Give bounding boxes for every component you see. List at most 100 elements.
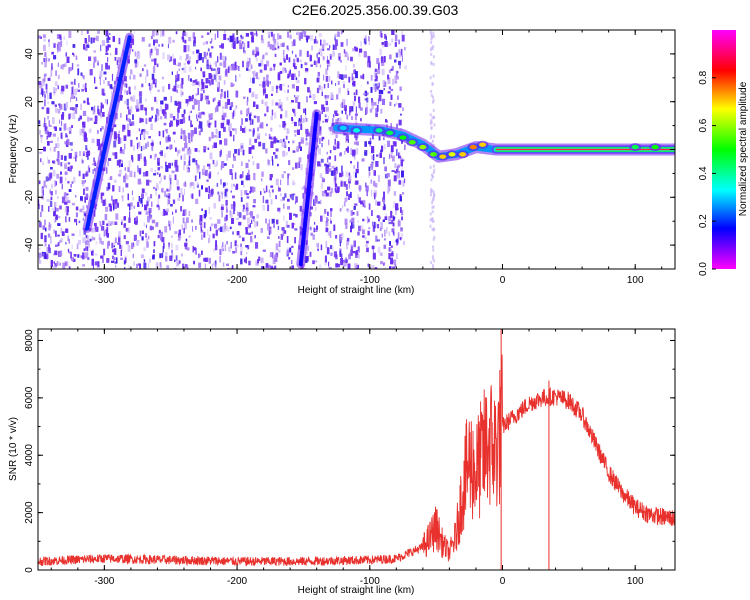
noise-cell — [101, 64, 103, 71]
noise-cell — [309, 55, 312, 62]
noise-cell — [356, 147, 359, 155]
noise-cell — [294, 121, 297, 127]
noise-cell — [310, 64, 313, 67]
noise-cell — [306, 142, 309, 145]
noise-cell — [150, 123, 153, 130]
noise-cell — [295, 77, 299, 84]
noise-cell — [348, 183, 350, 189]
noise-cell — [333, 224, 336, 231]
noise-cell — [390, 43, 392, 46]
noise-cell — [124, 167, 126, 171]
noise-cell — [195, 79, 198, 85]
noise-cell — [368, 61, 371, 68]
noise-cell — [234, 108, 236, 116]
noise-cell — [102, 220, 105, 225]
noise-cell — [267, 31, 271, 35]
noise-cell — [357, 250, 360, 258]
noise-cell — [150, 142, 154, 146]
noise-cell — [394, 34, 398, 42]
noise-cell — [188, 149, 192, 155]
noise-cell — [87, 241, 90, 248]
noise-cell — [261, 178, 263, 182]
noise-cell — [93, 157, 95, 163]
noise-cell — [387, 77, 391, 84]
noise-cell — [106, 227, 109, 234]
noise-cell — [172, 39, 175, 43]
noise-cell — [70, 257, 74, 261]
noise-cell — [146, 238, 148, 243]
noise-cell — [101, 88, 105, 96]
noise-cell — [112, 152, 115, 156]
noise-cell — [283, 58, 286, 63]
noise-cell — [81, 128, 85, 134]
noise-cell — [128, 86, 131, 94]
noise-cell — [162, 109, 164, 115]
noise-cell — [391, 38, 394, 43]
noise-cell — [275, 252, 279, 258]
noise-cell — [192, 51, 195, 55]
noise-cell — [346, 134, 349, 141]
noise-cell — [164, 111, 167, 119]
noise-cell — [49, 92, 52, 99]
noise-cell — [183, 165, 185, 170]
noise-cell — [85, 247, 89, 251]
noise-cell — [133, 31, 135, 35]
noise-cell — [345, 259, 348, 263]
noise-cell — [314, 39, 316, 44]
noise-cell — [254, 138, 257, 143]
noise-cell — [164, 153, 166, 158]
noise-cell — [389, 267, 392, 269]
noise-cell — [262, 196, 265, 203]
noise-cell — [398, 60, 401, 66]
noise-cell — [266, 123, 268, 127]
noise-cell — [367, 55, 370, 58]
noise-cell — [196, 118, 199, 122]
noise-cell — [337, 52, 341, 59]
noise-cell — [128, 92, 131, 95]
noise-cell — [153, 39, 155, 46]
noise-cell — [213, 62, 216, 65]
noise-cell — [401, 34, 405, 42]
noise-cell — [211, 78, 214, 85]
noise-cell — [281, 235, 283, 240]
noise-cell — [373, 221, 376, 229]
noise-cell — [188, 139, 191, 144]
noise-cell — [56, 261, 59, 266]
noise-cell — [223, 80, 226, 85]
noise-cell — [253, 33, 257, 36]
noise-cell — [347, 56, 349, 61]
noise-cell — [389, 152, 393, 157]
noise-cell — [127, 130, 131, 137]
noise-cell — [213, 203, 216, 209]
noise-cell — [169, 113, 173, 119]
noise-cell — [64, 192, 67, 198]
noise-cell — [321, 183, 323, 189]
noise-cell — [348, 183, 350, 189]
noise-cell — [250, 186, 253, 193]
noise-cell — [50, 69, 53, 77]
noise-cell — [377, 69, 381, 74]
noise-cell — [84, 213, 86, 216]
noise-cell — [120, 147, 122, 152]
noise-cell — [240, 251, 243, 256]
noise-cell — [100, 128, 102, 132]
noise-cell — [373, 71, 375, 78]
noise-cell — [305, 138, 308, 141]
noise-cell — [234, 37, 237, 44]
noise-cell — [293, 130, 297, 133]
noise-cell — [208, 206, 210, 214]
noise-cell — [104, 198, 107, 206]
noise-cell — [193, 98, 197, 105]
noise-cell — [208, 186, 210, 193]
noise-cell — [383, 81, 387, 87]
noise-cell — [305, 108, 307, 115]
noise-cell — [118, 169, 122, 174]
noise-cell — [120, 163, 123, 167]
noise-cell — [103, 230, 105, 237]
noise-cell — [279, 71, 283, 74]
noise-cell — [126, 90, 128, 95]
noise-cell — [347, 90, 350, 95]
noise-cell — [200, 98, 203, 102]
noise-cell — [300, 146, 302, 151]
noise-cell — [42, 78, 45, 83]
